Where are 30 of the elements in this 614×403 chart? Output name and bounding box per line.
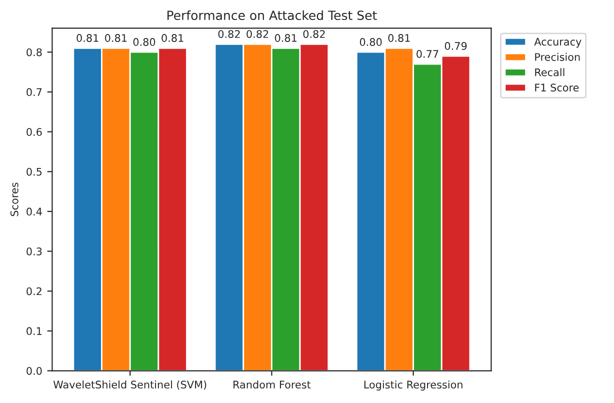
- y-tick-label: 0.8: [26, 48, 42, 56]
- data-label: 0.82: [218, 30, 240, 38]
- y-tick-label: 0.5: [26, 168, 42, 176]
- data-label: 0.81: [388, 34, 410, 42]
- y-tick-label: 0.1: [26, 327, 42, 336]
- legend-label: Accuracy: [534, 38, 582, 48]
- y-tick-label: 0.4: [26, 208, 42, 216]
- x-tick-label: WaveletShield Sentinel (SVM): [53, 380, 206, 390]
- data-label: 0.82: [246, 30, 268, 38]
- legend-label: F1 Score: [535, 84, 579, 92]
- data-label: 0.79: [444, 42, 467, 50]
- data-label: 0.77: [416, 50, 438, 58]
- y-tick-label: 0.3: [26, 247, 42, 256]
- legend-label: Recall: [535, 68, 564, 76]
- data-label: 0.80: [133, 38, 156, 46]
- data-label: 0.82: [303, 30, 325, 38]
- y-tick-label: 0.6: [26, 128, 42, 136]
- y-tick-label: 0.7: [26, 88, 42, 96]
- data-label: 0.81: [274, 34, 296, 42]
- chart-title: Performance on Attacked Test Set: [167, 10, 377, 20]
- data-label: 0.80: [360, 38, 382, 46]
- legend-label: Precision: [535, 52, 580, 61]
- x-tick-label: Logistic Regression: [364, 380, 462, 391]
- y-tick-label: 0.0: [26, 366, 42, 375]
- data-label: 0.81: [162, 34, 184, 42]
- data-label: 0.81: [76, 34, 98, 42]
- data-label: 0.81: [105, 34, 127, 42]
- x-tick-label: Random Forest: [234, 380, 311, 389]
- y-tick-label: 0.2: [26, 287, 42, 296]
- y-axis-title: Scores: [10, 182, 18, 216]
